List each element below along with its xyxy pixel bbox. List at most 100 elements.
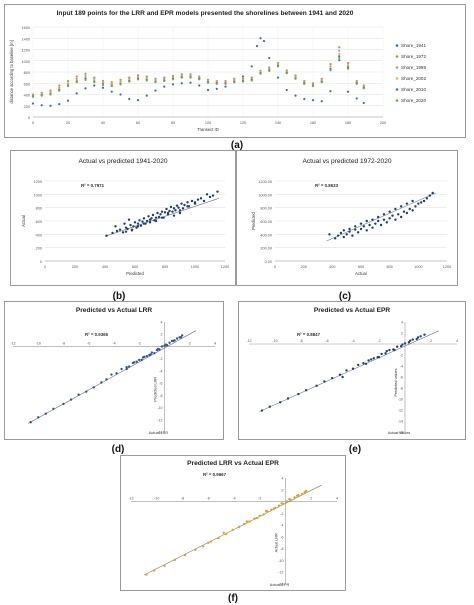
data-point	[416, 336, 420, 339]
data-point	[415, 337, 418, 341]
panel-label-c: (c)	[338, 291, 352, 302]
chart-b: Actual vs predicted 1941-2020 0 200 400 600 8…	[21, 158, 229, 276]
chart-title: Input 189 points for the LRR and EPR mod…	[57, 10, 354, 17]
y-tick-label: -8	[159, 394, 162, 398]
data-point	[311, 99, 315, 102]
data-point	[345, 233, 348, 236]
x-tick-label: -4	[351, 339, 354, 343]
y-tick-label: 600.00	[260, 220, 272, 224]
y-tick-label: -14	[278, 583, 283, 587]
y-tick-label: -2	[280, 512, 283, 516]
data-point	[145, 79, 148, 82]
y-tick-label: -2	[159, 357, 162, 361]
data-point	[178, 211, 182, 215]
chart-title: Predicted vs Actual LRR	[76, 307, 153, 314]
data-point	[305, 389, 308, 392]
data-point	[180, 334, 184, 337]
data-point	[377, 215, 380, 219]
data-point	[355, 97, 358, 100]
x-tick-label: 600	[132, 265, 138, 269]
data-point	[338, 52, 341, 56]
data-point	[297, 392, 300, 396]
data-point	[75, 75, 78, 78]
data-point	[315, 384, 318, 387]
y-axis-label: distance according to baseline [m]	[9, 40, 14, 103]
data-point	[215, 82, 218, 85]
x-axis-label: Actual values	[388, 431, 411, 435]
data-point	[320, 100, 323, 103]
data-point	[169, 205, 173, 209]
data-point	[66, 79, 70, 83]
data-point	[49, 89, 52, 92]
y-tick-label: 2	[161, 333, 163, 337]
data-point	[172, 214, 176, 217]
y-tick-label: -12	[157, 418, 162, 422]
y-tick-label: 1200	[34, 180, 42, 184]
legend-marker	[395, 99, 399, 102]
data-point	[201, 545, 205, 548]
data-point	[320, 81, 323, 84]
data-point	[135, 360, 138, 363]
data-point	[259, 37, 262, 40]
data-point	[338, 59, 341, 62]
x-tick-label: 140	[275, 121, 281, 125]
data-point	[119, 93, 122, 96]
data-point	[288, 498, 291, 501]
data-point	[420, 201, 423, 204]
data-point	[172, 207, 176, 210]
data-point	[356, 231, 360, 234]
data-point	[264, 509, 268, 513]
data-point	[119, 78, 122, 81]
data-point	[154, 219, 158, 223]
data-point	[370, 358, 373, 361]
data-point	[194, 548, 197, 552]
data-point	[49, 93, 52, 96]
data-point	[431, 191, 434, 195]
data-point	[166, 211, 170, 215]
data-point	[268, 69, 271, 72]
data-point	[351, 234, 354, 237]
data-point	[163, 211, 167, 214]
data-point	[49, 104, 52, 107]
data-point	[339, 231, 343, 235]
data-point	[128, 97, 131, 101]
data-point	[207, 541, 210, 544]
data-point	[253, 517, 256, 520]
x-tick-label: -2	[377, 339, 380, 343]
data-point	[362, 101, 365, 105]
data-point	[105, 234, 108, 237]
data-point	[40, 94, 43, 97]
r-squared-label: R² = 0.9366	[85, 332, 109, 337]
data-point	[258, 514, 261, 517]
panel-e: Predicted vs Actual EPR -12 -10 -8 -6 -4 -2 2 4 -…	[238, 301, 466, 440]
chart-e: Predicted vs Actual EPR -12 -10 -8 -6 -4 -2 2 4 -…	[246, 307, 458, 435]
data-point	[224, 85, 227, 88]
chart-f: Predicted LRR vs Actual EPR -12 -10 -8 -6 -4 -…	[128, 460, 338, 587]
panel-label-a: (a)	[230, 140, 244, 151]
panel-label-d: (d)	[111, 444, 125, 455]
x-tick-label: -8	[299, 339, 302, 343]
data-point	[301, 492, 304, 496]
data-point	[334, 237, 337, 240]
data-point	[198, 84, 201, 87]
data-point	[160, 210, 164, 213]
y-tick-label: -2	[400, 354, 403, 358]
x-tick-label: 120	[240, 121, 246, 125]
data-point	[345, 369, 348, 372]
data-point	[171, 210, 174, 213]
data-point	[156, 211, 159, 215]
data-point	[177, 206, 180, 209]
data-point	[248, 520, 251, 523]
data-point	[156, 347, 160, 351]
data-point	[362, 225, 366, 228]
data-point	[93, 81, 96, 84]
data-point	[295, 494, 299, 497]
data-point	[165, 207, 168, 211]
y-tick-label: 800	[36, 207, 42, 211]
y-tick-label: 0	[40, 260, 42, 264]
data-point	[331, 376, 334, 380]
x-axis-label: Actual LRR	[149, 431, 168, 435]
data-point	[125, 366, 128, 369]
x-tick-label: -2	[138, 341, 141, 345]
data-point	[371, 226, 374, 229]
